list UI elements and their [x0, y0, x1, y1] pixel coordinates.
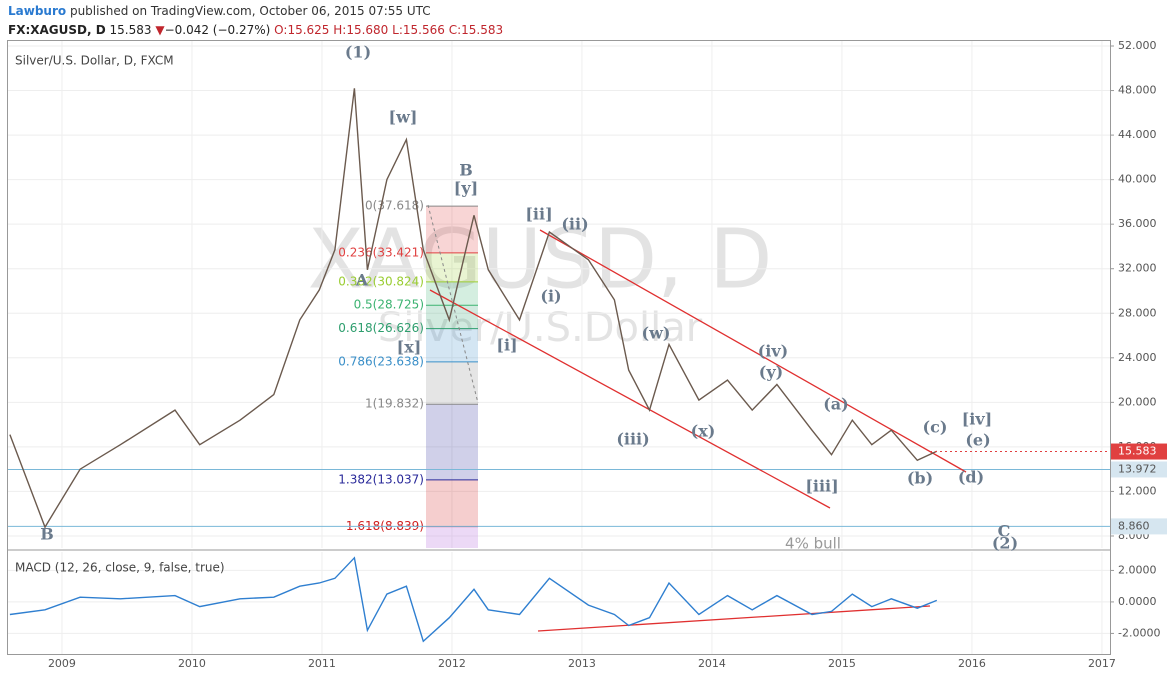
- y-tick-label: 44.000: [1118, 128, 1157, 141]
- trend-line: [539, 229, 967, 473]
- trend-line: [537, 605, 931, 632]
- wave-label: [x]: [397, 338, 422, 357]
- fib-zone: [426, 252, 478, 282]
- open: O:15.625: [274, 23, 329, 37]
- price-tag: [1111, 461, 1167, 478]
- high: H:15.680: [333, 23, 388, 37]
- y-tick-label: 36.000: [1118, 217, 1157, 230]
- change: −0.042 (−0.27%): [165, 23, 271, 37]
- wave-label: [ii]: [525, 205, 552, 224]
- fib-zone: [426, 305, 478, 329]
- fib-zone: [426, 526, 478, 548]
- fib-zone: [426, 328, 478, 362]
- wave-label: [iii]: [805, 477, 838, 496]
- wave-label: (iv): [758, 342, 789, 361]
- fib-label: 0.382(30.824): [338, 274, 424, 288]
- wave-label: (x): [691, 422, 716, 441]
- y-tick-label: 24.000: [1118, 351, 1157, 364]
- wave-label: (a): [823, 395, 849, 414]
- x-tick-label: 2017: [1088, 657, 1116, 670]
- x-tick-label: 2016: [958, 657, 986, 670]
- fib-zone: [426, 479, 478, 527]
- wave-label: C: [998, 522, 1011, 541]
- price-line: [9, 88, 938, 529]
- symbol: FX:XAGUSD, D: [8, 23, 106, 37]
- wave-label: (b): [907, 469, 933, 488]
- fib-label: 0.786(23.638): [338, 354, 424, 368]
- x-tick-label: 2009: [48, 657, 76, 670]
- wave-label: B: [40, 525, 54, 544]
- arrow: ▼: [155, 23, 165, 37]
- wave-label: [i]: [496, 336, 517, 355]
- wave-label: (i): [540, 287, 561, 306]
- wave-label: (c): [923, 418, 948, 437]
- fib-label: 0(37.618): [365, 199, 424, 213]
- x-tick-label: 2010: [178, 657, 206, 670]
- y-tick-label: 32.000: [1118, 262, 1157, 275]
- low: L:15.566: [392, 23, 445, 37]
- wave-label: B: [459, 161, 473, 180]
- price-tag-label: 13.972: [1118, 462, 1157, 475]
- y-tick-label: -2.0000: [1118, 626, 1160, 639]
- wave-label: (1): [345, 43, 371, 62]
- wave-label: [iv]: [962, 410, 993, 429]
- fib-zone: [426, 404, 478, 480]
- wave-label: (d): [958, 468, 984, 487]
- wave-label: A: [355, 271, 369, 290]
- trend-line: [429, 289, 831, 509]
- fib-zone: [426, 281, 478, 306]
- x-tick-label: 2015: [828, 657, 856, 670]
- published: published on TradingView.com, October 06…: [70, 4, 431, 18]
- fib-zone: [426, 361, 478, 405]
- watermark-sub: Silver/U.S.Dollar: [378, 305, 703, 351]
- y-tick-label: 48.000: [1118, 84, 1157, 97]
- last: 15.583: [110, 23, 152, 37]
- y-tick-label: 20.000: [1118, 395, 1157, 408]
- wave-label: [y]: [454, 179, 478, 198]
- x-tick-label: 2012: [438, 657, 466, 670]
- wave-label: (e): [965, 431, 990, 450]
- last-price-tag: [1111, 443, 1167, 460]
- fib-label: 0.618(26.626): [338, 321, 424, 335]
- wave-label: (y): [759, 363, 783, 382]
- wave-label: (iii): [616, 430, 649, 449]
- price-tag-label: 8.860: [1118, 519, 1150, 532]
- fib-label: 1.382(13.037): [338, 472, 424, 486]
- fib-label: 1(19.832): [365, 397, 424, 411]
- wave-label: (2): [992, 534, 1018, 553]
- y-tick-label: 2.0000: [1118, 563, 1157, 576]
- fib-label: 0.5(28.725): [354, 298, 424, 312]
- price-line: [9, 556, 938, 643]
- wave-label: [w]: [389, 108, 418, 127]
- y-tick-label: 40.000: [1118, 173, 1157, 186]
- macd-title: MACD (12, 26, close, 9, false, true): [15, 561, 225, 575]
- x-tick-label: 2014: [698, 657, 726, 670]
- publish-line: Lawburo published on TradingView.com, Oc…: [8, 4, 431, 18]
- y-tick-label: 0.0000: [1118, 595, 1157, 608]
- y-tick-label: 52.000: [1118, 39, 1157, 52]
- quote-line: FX:XAGUSD, D 15.583 ▼−0.042 (−0.27%) O:1…: [8, 23, 503, 37]
- chart-title: Silver/U.S. Dollar, D, FXCM: [15, 54, 174, 68]
- y-tick-label: 12.000: [1118, 484, 1157, 497]
- wave-label: (ii): [561, 215, 588, 234]
- wave-label: (w): [642, 324, 671, 343]
- y-tick-label: 28.000: [1118, 306, 1157, 319]
- author[interactable]: Lawburo: [8, 4, 66, 18]
- x-tick-label: 2013: [568, 657, 596, 670]
- x-tick-label: 2011: [308, 657, 336, 670]
- wave-label: 4% bull: [785, 535, 841, 553]
- close: C:15.583: [449, 23, 503, 37]
- fib-label: 0.236(33.421): [338, 245, 424, 259]
- price-tag: [1111, 518, 1167, 535]
- last-price-label: 15.583: [1118, 445, 1157, 458]
- plot-frame: [7, 40, 1111, 655]
